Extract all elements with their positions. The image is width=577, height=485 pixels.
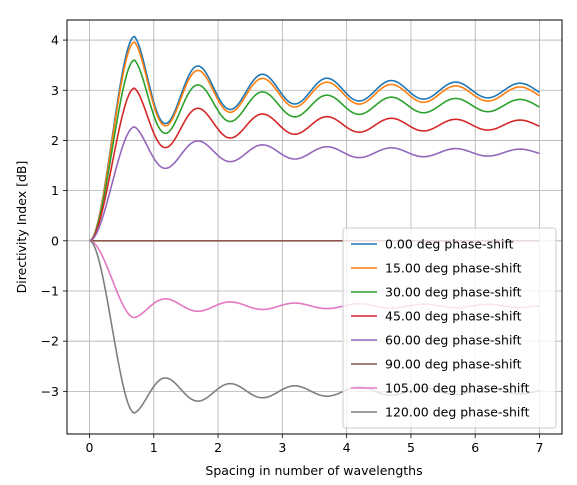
x-tick-label: 1	[150, 440, 158, 455]
legend-box	[342, 227, 557, 429]
axis-ticks: 0 1 2 3 4 5 6 7 −3 −2 −1 0 1 2 3 4	[41, 33, 544, 455]
y-tick-label: 0	[51, 233, 59, 248]
series-line-1	[89, 41, 540, 242]
y-tick-label: −1	[41, 283, 59, 298]
legend: 0.00 deg phase-shift 15.00 deg phase-shif…	[342, 227, 557, 429]
axes-frame	[66, 19, 563, 435]
x-axis-title: Spacing in number of wavelengths	[205, 463, 422, 478]
legend-label: 30.00 deg phase-shift	[385, 285, 522, 300]
x-tick-label: 6	[471, 440, 479, 455]
y-tick-label: 3	[51, 83, 59, 98]
legend-label: 105.00 deg phase-shift	[385, 381, 530, 396]
y-tick-label: 4	[51, 33, 59, 48]
x-tick-label: 7	[536, 440, 544, 455]
series-line-4	[89, 126, 540, 242]
y-tick-label: −3	[41, 384, 59, 399]
x-tick-label: 2	[214, 440, 222, 455]
x-tick-label: 3	[278, 440, 286, 455]
y-tick-label: 1	[51, 183, 59, 198]
x-tick-label: 0	[86, 440, 94, 455]
legend-label: 45.00 deg phase-shift	[385, 309, 522, 324]
legend-label: 60.00 deg phase-shift	[385, 333, 522, 348]
y-axis-title: Directivity Index [dB]	[14, 161, 29, 294]
series-line-2	[89, 59, 540, 242]
series-line-3	[89, 87, 540, 242]
y-tick-label: 2	[51, 133, 59, 148]
y-tick-label: −2	[41, 334, 59, 349]
legend-label: 0.00 deg phase-shift	[385, 237, 514, 252]
x-tick-label: 4	[343, 440, 351, 455]
legend-label: 120.00 deg phase-shift	[385, 405, 530, 420]
legend-label: 15.00 deg phase-shift	[385, 261, 522, 276]
x-tick-label: 5	[407, 440, 415, 455]
legend-label: 90.00 deg phase-shift	[385, 357, 522, 372]
series-line-0	[89, 35, 540, 242]
